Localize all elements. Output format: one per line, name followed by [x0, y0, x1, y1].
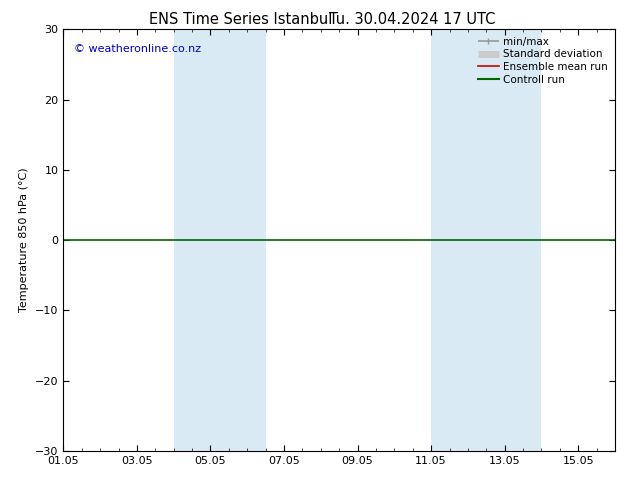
Text: ENS Time Series Istanbul: ENS Time Series Istanbul: [149, 12, 333, 27]
Bar: [174, 29, 266, 451]
Text: © weatheronline.co.nz: © weatheronline.co.nz: [74, 44, 202, 54]
Legend: min/max, Standard deviation, Ensemble mean run, Controll run: min/max, Standard deviation, Ensemble me…: [476, 35, 610, 87]
Y-axis label: Temperature 850 hPa (°C): Temperature 850 hPa (°C): [20, 168, 30, 313]
Text: Tu. 30.04.2024 17 UTC: Tu. 30.04.2024 17 UTC: [329, 12, 495, 27]
Bar: [431, 29, 541, 451]
